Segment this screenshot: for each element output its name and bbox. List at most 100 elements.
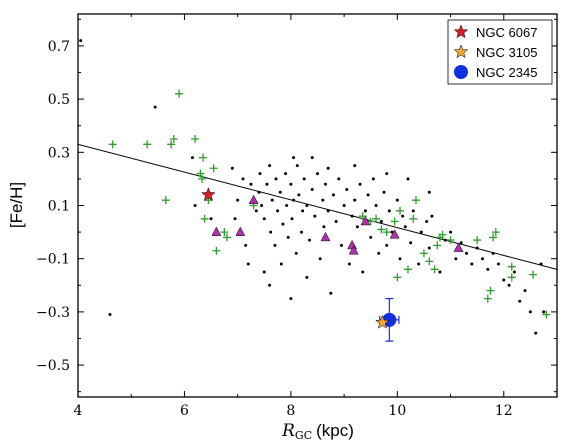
- data-point-cross: [169, 135, 178, 144]
- data-point-cross: [393, 273, 402, 282]
- data-point-dot: [230, 166, 234, 170]
- data-point-dot: [371, 177, 375, 181]
- data-point-dot: [262, 270, 266, 274]
- legend-marker-circle: [454, 65, 468, 79]
- data-point-dot: [269, 230, 273, 234]
- data-point-dot: [260, 204, 264, 207]
- data-point-dot: [310, 188, 314, 192]
- data-point-cross: [143, 140, 152, 149]
- data-point-dot: [411, 209, 415, 213]
- data-point-cross: [212, 246, 221, 255]
- data-point-triangle: [389, 229, 400, 239]
- data-point-cross: [411, 196, 420, 205]
- data-point-dot: [449, 230, 453, 234]
- data-point-cross: [409, 214, 418, 223]
- data-point-dot: [377, 251, 381, 255]
- data-point-cross: [382, 228, 391, 237]
- data-point-dot: [491, 251, 495, 255]
- data-point-dot: [350, 214, 354, 218]
- legend-marker-star: [453, 24, 469, 39]
- x-tick-label: 4: [74, 403, 83, 419]
- data-point-dot: [284, 172, 288, 176]
- data-point-dot: [355, 225, 359, 229]
- data-point-dot: [153, 105, 157, 109]
- data-point-dot: [406, 177, 410, 181]
- data-point-dot: [401, 214, 405, 218]
- y-tick-label: −0.5: [36, 358, 70, 374]
- ngc3105-point: [375, 314, 390, 329]
- data-point-dot: [292, 198, 296, 202]
- data-point-dot: [534, 331, 538, 335]
- data-point-cross: [167, 140, 176, 149]
- data-point-triangle: [320, 231, 331, 242]
- data-point-dot: [322, 225, 326, 229]
- ngc2345-point: [382, 312, 397, 327]
- ngc6067-point: [201, 187, 216, 202]
- data-point-dot: [361, 270, 365, 274]
- data-point-cross: [191, 135, 200, 144]
- data-point-cross: [430, 265, 439, 274]
- data-point-dot: [425, 219, 429, 223]
- data-point-dot: [363, 209, 367, 213]
- data-point-dot: [430, 214, 434, 218]
- data-point-dot: [295, 164, 299, 168]
- data-point-dot: [438, 270, 442, 274]
- data-point-dot: [262, 217, 266, 221]
- data-point-dot: [209, 217, 213, 221]
- data-point-dot: [366, 193, 370, 197]
- data-point-dot: [369, 235, 373, 239]
- data-point-dot: [249, 182, 253, 186]
- data-point-cross: [372, 214, 381, 223]
- data-point-triangle: [360, 215, 371, 226]
- plot-marks: [78, 39, 557, 342]
- data-point-dot: [321, 198, 325, 202]
- data-point-dot: [374, 204, 378, 207]
- fit-line: [78, 143, 557, 270]
- data-point-dot: [385, 243, 389, 247]
- data-point-dot: [108, 313, 112, 317]
- data-point-dot: [286, 235, 290, 239]
- data-point-triangle: [235, 226, 246, 236]
- x-axis-label-main: R: [281, 421, 295, 441]
- data-point-dot: [323, 182, 327, 186]
- axis-ticks: 4 6 8 10 12 −0.5 −0.3 −0.1 0.1 0.3 0.5 0.7: [36, 14, 557, 419]
- data-point-cross: [161, 196, 170, 205]
- data-point-dot: [257, 190, 261, 194]
- data-point-dot: [518, 299, 522, 303]
- data-point-dot: [290, 217, 294, 221]
- data-point-dot: [347, 262, 351, 266]
- y-tick-label: 0.7: [48, 39, 70, 55]
- data-point-dot: [278, 190, 282, 194]
- data-point-dot: [329, 291, 333, 295]
- data-point-dot: [316, 172, 319, 176]
- legend-label: NGC 2345: [476, 65, 537, 80]
- data-point-triangle: [348, 245, 359, 255]
- data-point-triangle: [211, 226, 222, 236]
- data-point-dot: [507, 283, 511, 287]
- data-point-dot: [285, 204, 289, 207]
- data-point-dot: [542, 310, 546, 314]
- data-point-cross: [395, 206, 404, 215]
- legend-label: NGC 3105: [476, 45, 537, 60]
- x-tick-label: 6: [180, 403, 189, 419]
- data-point-dot: [246, 262, 250, 266]
- data-point-dot: [459, 241, 463, 245]
- data-point-cross: [507, 273, 516, 282]
- legend-marker-star: [453, 44, 469, 59]
- data-point-dot: [190, 156, 194, 160]
- data-point-dot: [318, 257, 322, 261]
- data-point-dot: [193, 204, 197, 207]
- data-point-dot: [292, 156, 296, 160]
- data-point-cross: [433, 241, 442, 250]
- data-point-dot: [289, 297, 293, 301]
- data-point-dot: [353, 198, 357, 202]
- data-point-dot: [308, 238, 312, 242]
- data-point-dot: [395, 198, 399, 202]
- x-tick-label: 10: [388, 403, 406, 419]
- data-point-cross: [209, 164, 218, 173]
- data-point-cross: [403, 265, 412, 274]
- data-point-cross: [199, 153, 208, 162]
- data-point-cross: [438, 230, 447, 239]
- data-point-dot: [409, 241, 413, 245]
- data-point-cross: [200, 214, 209, 223]
